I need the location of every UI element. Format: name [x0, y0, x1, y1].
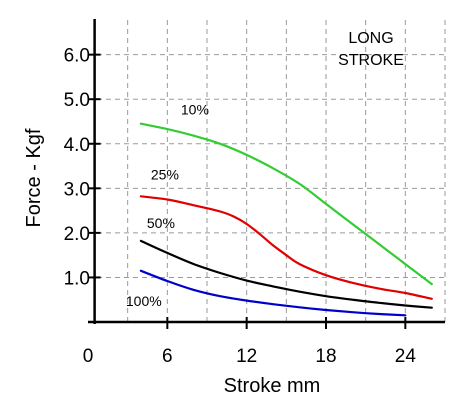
series-line-50	[139, 239, 433, 309]
annotation-line-1: LONG	[348, 30, 393, 47]
series-label-10: 10%	[181, 102, 209, 118]
x-tick-label-12: 12	[236, 346, 257, 367]
y-axis-title: Force - Kgf	[23, 128, 45, 227]
labels: 0 6 12 18 24 1.0 2.0 3.0 4.0 5.0 6.0 10% 25% 50% 100%	[64, 46, 417, 367]
y-tick-label-6: 6.0	[64, 46, 90, 67]
x-tick-label-24: 24	[395, 346, 417, 367]
y-tick-label-5: 5.0	[64, 90, 90, 111]
plot-area	[139, 122, 433, 317]
y-tick-label-1: 1.0	[64, 268, 90, 289]
series-line-25	[139, 195, 433, 300]
y-tick-label-3: 3.0	[64, 179, 90, 200]
series-label-50: 50%	[147, 215, 175, 231]
grid	[88, 19, 446, 322]
x-axis-title: Stroke mm	[224, 375, 321, 397]
series-line-100	[139, 269, 407, 317]
y-tick-label-4: 4.0	[64, 135, 90, 156]
series-label-100: 100%	[126, 293, 162, 309]
y-tick-label-2: 2.0	[64, 224, 90, 245]
series-line-10	[139, 122, 433, 286]
series-label-25: 25%	[151, 166, 179, 182]
x-tick-label-0: 0	[83, 346, 94, 367]
x-tick-label-6: 6	[162, 346, 173, 367]
annotation-line-2: STROKE	[338, 52, 404, 69]
x-tick-label-18: 18	[315, 346, 336, 367]
axes	[88, 19, 445, 329]
